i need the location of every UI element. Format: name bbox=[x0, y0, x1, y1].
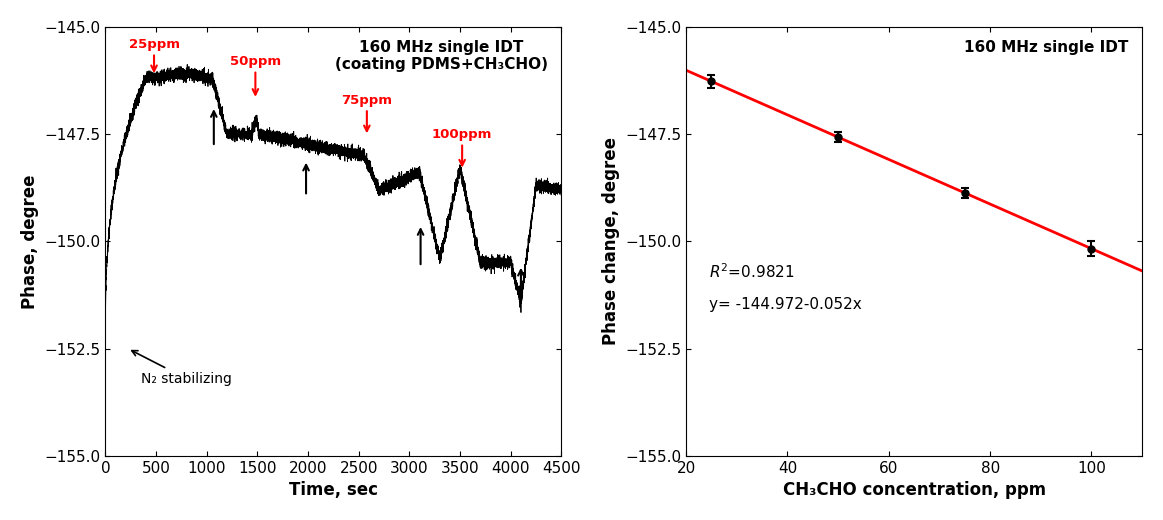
Text: y= -144.972-0.052x: y= -144.972-0.052x bbox=[709, 297, 862, 312]
X-axis label: CH₃CHO concentration, ppm: CH₃CHO concentration, ppm bbox=[783, 481, 1046, 499]
Text: 50ppm: 50ppm bbox=[230, 55, 281, 68]
Text: 100ppm: 100ppm bbox=[431, 128, 492, 141]
Text: 160 MHz single IDT
(coating PDMS+CH₃CHO): 160 MHz single IDT (coating PDMS+CH₃CHO) bbox=[335, 40, 548, 72]
Text: $R^2$=0.9821: $R^2$=0.9821 bbox=[709, 263, 794, 281]
Text: N₂ stabilizing: N₂ stabilizing bbox=[131, 350, 231, 385]
X-axis label: Time, sec: Time, sec bbox=[288, 481, 378, 499]
Text: 160 MHz single IDT: 160 MHz single IDT bbox=[964, 40, 1128, 55]
Y-axis label: Phase change, degree: Phase change, degree bbox=[601, 137, 620, 345]
Text: 25ppm: 25ppm bbox=[129, 38, 179, 51]
Y-axis label: Phase, degree: Phase, degree bbox=[21, 174, 38, 308]
Text: 75ppm: 75ppm bbox=[342, 94, 392, 107]
